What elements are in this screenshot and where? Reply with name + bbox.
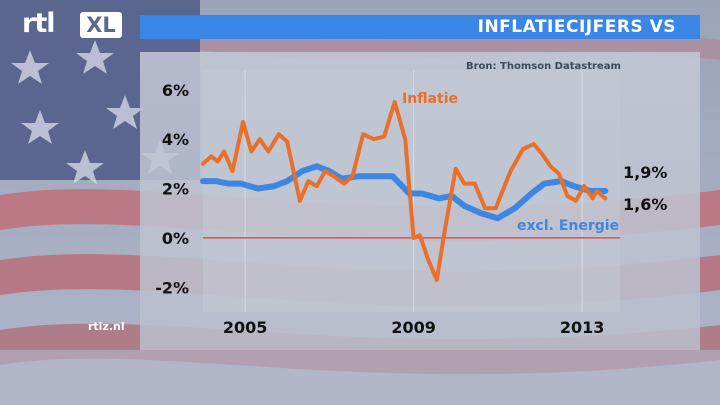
chart-title: INFLATIECIJFERS VS xyxy=(477,17,676,37)
site-url: rtlz.nl xyxy=(88,320,125,333)
end-label-core: 1,9% xyxy=(623,163,667,182)
x-tick-label: 2013 xyxy=(560,318,605,337)
y-tick-label: 4% xyxy=(162,130,189,149)
logo-xl-badge: XL xyxy=(80,12,122,38)
x-tick-label: 2005 xyxy=(223,318,268,337)
x-tick-label: 2009 xyxy=(391,318,436,337)
series-label-inflation: Inflatie xyxy=(402,91,458,107)
y-tick-label: 2% xyxy=(162,180,189,199)
series-group xyxy=(200,100,609,282)
logo-rtl-text: rtl xyxy=(22,8,55,39)
y-tick-label: 6% xyxy=(162,81,189,100)
source-note: Bron: Thomson Datastream xyxy=(466,61,621,72)
end-label-inflation: 1,6% xyxy=(623,195,667,214)
y-tick-label: -2% xyxy=(155,278,189,297)
inflation-line xyxy=(201,100,608,282)
series-label-core: excl. Energie xyxy=(517,218,619,234)
label-group: Inflatie excl. Energie 1,9% 1,6% xyxy=(402,91,667,234)
core-inflation-line xyxy=(200,163,609,222)
y-tick-label: 0% xyxy=(162,229,189,248)
x-axis: 2005 2009 2013 xyxy=(223,318,605,337)
title-bar: INFLATIECIJFERS VS xyxy=(140,15,700,39)
y-axis: 6% 4% 2% 0% -2% xyxy=(155,81,189,298)
